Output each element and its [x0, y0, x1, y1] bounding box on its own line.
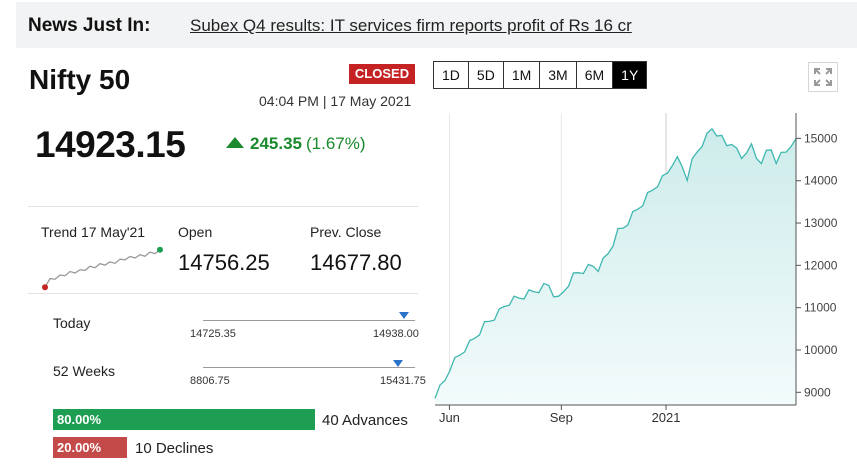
divider — [28, 206, 418, 207]
advances-count: 40 Advances — [322, 412, 408, 429]
period-selector: 1D 5D 1M 3M 6M 1Y — [433, 61, 648, 89]
week52-high: 15431.75 — [380, 375, 426, 387]
divider — [28, 293, 418, 294]
declines-count: 10 Declines — [135, 440, 214, 457]
market-status-badge: CLOSED — [349, 64, 415, 84]
change-percent: (1.67%) — [306, 134, 366, 153]
news-bar — [16, 2, 857, 48]
price-change: 245.35 (1.67%) — [226, 134, 366, 154]
open-value: 14756.25 — [178, 250, 270, 275]
sparkline-end-dot — [157, 246, 163, 253]
today-high: 14938.00 — [373, 328, 419, 340]
week52-low: 8806.75 — [190, 375, 230, 387]
today-range-track — [203, 320, 415, 321]
change-value: 245.35 — [250, 134, 302, 153]
index-name: Nifty 50 — [29, 64, 131, 95]
chart-y-tick-label: 15000 — [804, 131, 838, 145]
prev-close-value: 14677.80 — [310, 250, 402, 275]
prev-close-label: Prev. Close — [310, 224, 382, 240]
open-label: Open — [178, 224, 213, 240]
chart-x-tick-label: Sep — [550, 410, 573, 425]
chart-y-tick-label: 13000 — [804, 216, 838, 230]
expand-icon — [814, 68, 832, 86]
trend-label: Trend 17 May'21 — [41, 224, 146, 240]
chart-series-line — [434, 127, 797, 399]
week52-range-label: 52 Weeks — [53, 363, 115, 379]
sparkline-start-dot — [42, 284, 48, 291]
today-range-marker — [399, 312, 410, 319]
trend-sparkline — [42, 246, 163, 291]
declines-bar: 20.00% — [53, 437, 127, 458]
triangle-up-icon — [226, 137, 244, 148]
last-updated-timestamp: 04:04 PM | 17 May 2021 — [259, 93, 412, 109]
price-chart[interactable]: 9000 10000 11000 12000 13000 14000 15000 Jun Sep… — [430, 108, 857, 428]
week52-range-marker — [393, 360, 404, 367]
current-price: 14923.15 — [35, 124, 186, 165]
advances-bar: 80.00% — [53, 409, 315, 430]
chart-y-tick-label: 10000 — [804, 343, 838, 357]
today-range-label: Today — [53, 315, 91, 331]
chart-area-fill — [435, 128, 796, 406]
period-1m-button[interactable]: 1M — [503, 62, 541, 88]
chart-y-tick-label: 9000 — [804, 385, 831, 399]
period-6m-button[interactable]: 6M — [576, 62, 614, 88]
chart-x-tick-label: 2021 — [652, 410, 681, 425]
chart-y-tick-label: 14000 — [804, 174, 838, 188]
sparkline-line — [44, 249, 161, 288]
news-headline-link[interactable]: Subex Q4 results: IT services firm repor… — [190, 16, 632, 35]
chart-y-tick-label: 11000 — [804, 301, 837, 315]
expand-chart-button[interactable] — [808, 62, 838, 92]
period-1d-button[interactable]: 1D — [434, 62, 469, 88]
chart-y-tick-label: 12000 — [804, 258, 838, 272]
news-title: News Just In: — [28, 15, 151, 36]
period-3m-button[interactable]: 3M — [540, 62, 577, 88]
period-1y-button[interactable]: 1Y — [613, 62, 647, 88]
today-low: 14725.35 — [190, 328, 236, 340]
period-5d-button[interactable]: 5D — [468, 62, 504, 88]
week52-range-track — [203, 367, 415, 368]
chart-x-tick-label: Jun — [439, 410, 460, 425]
